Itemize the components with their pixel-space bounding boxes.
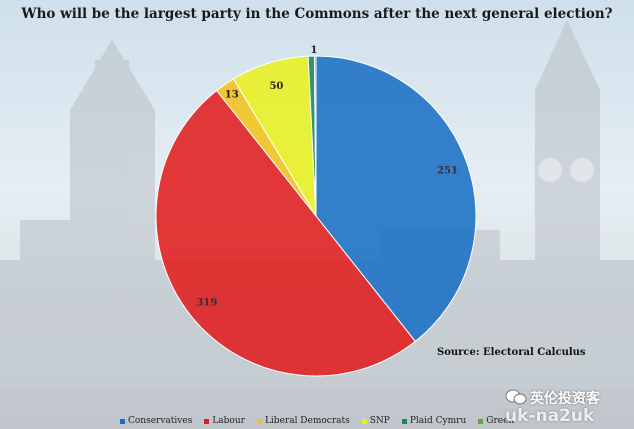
wechat-icon (505, 389, 527, 405)
data-label-snp: 50 (269, 81, 283, 92)
watermark: 英伦投资客 uk-na2uk (505, 388, 630, 426)
legend-label: Green (486, 416, 515, 426)
legend-item-plaid-cymru: Plaid Cymru (401, 416, 467, 426)
data-label-labour: 319 (196, 297, 217, 308)
legend-swatch (256, 418, 262, 424)
legend-item-conservatives: Conservatives (120, 416, 192, 426)
legend-swatch (478, 418, 484, 424)
pie-slice-green (313, 55, 317, 217)
pie-slice-labour (155, 89, 417, 377)
data-label-green: 1 (311, 45, 318, 56)
watermark-cn: 英伦投资客 (530, 391, 600, 407)
legend-label: Labour (212, 416, 245, 426)
legend-item-snp: SNP (361, 416, 390, 426)
legend-item-labour: Labour (204, 416, 245, 426)
legend-item-liberal-democrats: Liberal Democrats (256, 416, 350, 426)
data-label-conservatives: 251 (437, 165, 458, 176)
legend-swatch (120, 418, 125, 424)
legend-label: SNP (369, 416, 390, 426)
source-label: Source: Electoral Calculus (437, 347, 586, 358)
legend-swatch (401, 418, 407, 424)
pie-slice-conservatives (315, 55, 477, 343)
chart-title: Who will be the largest party in the Com… (21, 6, 613, 22)
legend-item-green: Green (478, 416, 514, 426)
legend-label: Plaid Cymru (409, 416, 467, 426)
legend-swatch (361, 418, 367, 424)
legend-label: Liberal Democrats (264, 416, 350, 426)
data-label-liberal-democrats: 13 (225, 89, 239, 100)
watermark-en: uk-na2uk (505, 406, 595, 426)
legend-label: Conservatives (128, 416, 193, 426)
legend-swatch (204, 418, 210, 424)
chart-legend: Conservatives Labour Liberal Democrats SNP P… (120, 415, 514, 427)
